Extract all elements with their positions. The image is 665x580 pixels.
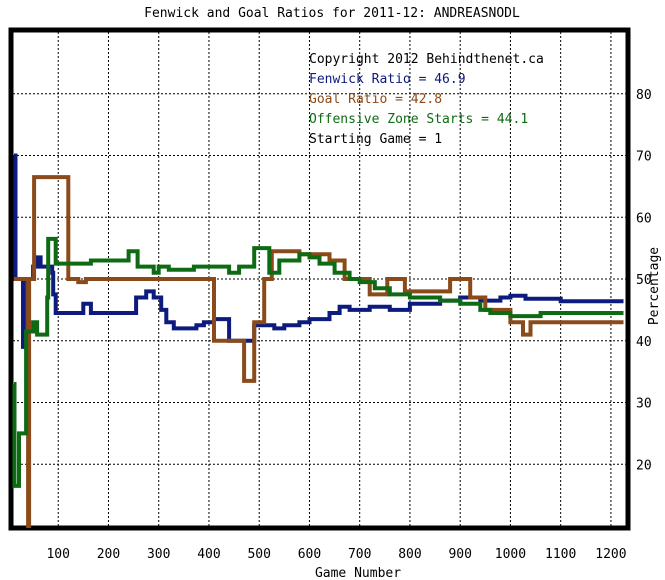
x-axis-label: Game Number: [315, 566, 401, 580]
series-lines: [12, 153, 624, 528]
fenwick-ratio-line: [13, 153, 624, 349]
legend-entry: Offensive Zone Starts = 44.1: [309, 112, 528, 127]
goal-ratio-line: [14, 175, 624, 528]
y-tick-label: 60: [636, 211, 652, 226]
legend-entry: Fenwick Ratio = 46.9: [309, 72, 466, 87]
y-tick-label: 20: [636, 458, 652, 473]
x-tick-label: 1200: [595, 547, 626, 562]
y-axis-label: Percentage: [647, 247, 662, 325]
x-tick-label: 1100: [545, 547, 576, 562]
x-tick-label: 300: [147, 547, 170, 562]
legend-entry: Copyright 2012 Behindthenet.ca: [309, 52, 544, 67]
y-axis-ticks: 20 30 40 50 60 70 80: [636, 88, 652, 474]
legend-entry: Goal Ratio = 42.8: [309, 92, 442, 107]
x-axis-ticks: 100 200 300 400 500 600 700 800 900 1000 1100 1200: [46, 547, 626, 562]
y-tick-label: 50: [636, 273, 652, 288]
x-tick-label: 800: [398, 547, 421, 562]
y-tick-label: 40: [636, 335, 652, 350]
offensive-zone-starts-line: [12, 236, 624, 488]
x-tick-label: 100: [46, 547, 69, 562]
x-tick-label: 200: [97, 547, 120, 562]
x-tick-label: 1000: [495, 547, 526, 562]
x-tick-label: 900: [448, 547, 471, 562]
legend-entry: Starting Game = 1: [309, 132, 442, 147]
y-tick-label: 70: [636, 150, 652, 165]
y-tick-label: 80: [636, 88, 652, 103]
x-tick-label: 700: [348, 547, 371, 562]
x-tick-label: 500: [247, 547, 270, 562]
legend: Copyright 2012 Behindthenet.ca Fenwick Ra…: [309, 52, 544, 147]
y-tick-label: 30: [636, 397, 652, 412]
plot-frame: [8, 27, 631, 531]
chart-title: Fenwick and Goal Ratios for 2011-12: AND…: [144, 6, 520, 21]
x-tick-label: 600: [298, 547, 321, 562]
x-tick-label: 400: [197, 547, 220, 562]
